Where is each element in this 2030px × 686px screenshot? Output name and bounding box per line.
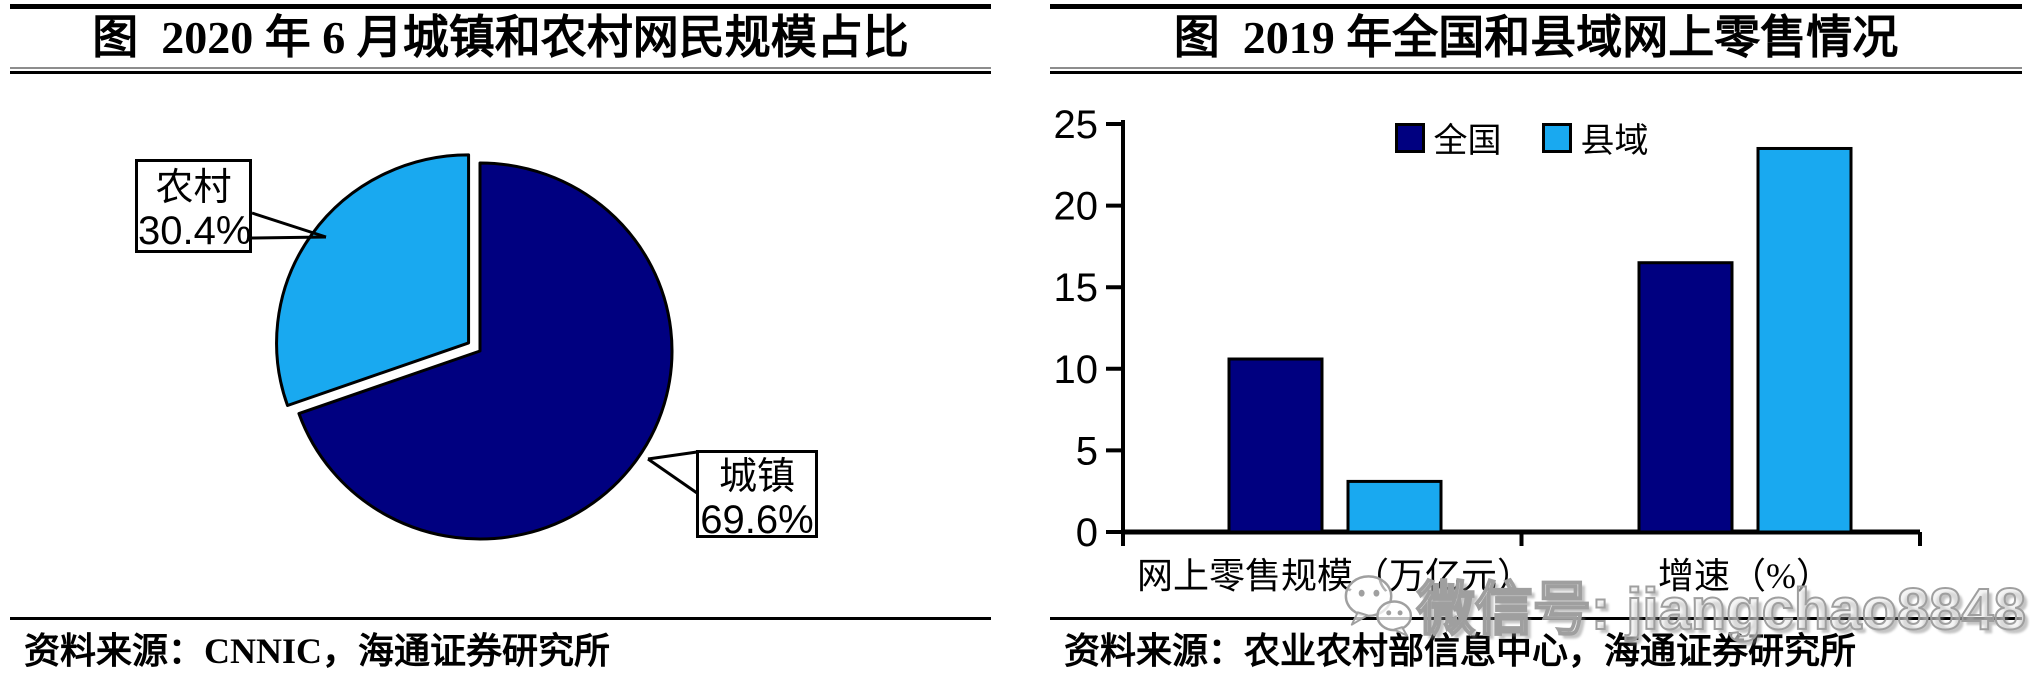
legend-swatch: [1541, 122, 1572, 153]
legend-label: 县域: [1580, 123, 1649, 160]
source-text-right: 资料来源：农业农村部信息中心，海通证券研究所: [1064, 631, 1857, 671]
title-bottom-rule: [1050, 67, 2022, 75]
rule-thin-line: [1050, 67, 2022, 69]
panel-pie-chart: 图 2020 年 6 月城镇和农村网民规模占比 农村 30.4% 城镇 69.6…: [10, 0, 991, 686]
callout-leader-line: [251, 211, 327, 239]
legend-item-县域: 县域: [1541, 113, 1649, 162]
legend-swatch: [1394, 122, 1425, 153]
title-bottom-rule: [10, 67, 991, 75]
bar-chart-title: 图 2019 年全国和县域网上零售情况: [1173, 12, 1899, 63]
bar-全国-1: [1227, 357, 1324, 534]
callout-urban-value: 69.6%: [700, 498, 814, 542]
callout-urban: 城镇 69.6%: [696, 450, 818, 542]
rule-gap: [1050, 69, 2022, 71]
rule-gap: [10, 69, 991, 71]
pie-chart-title: 图 2020 年 6 月城镇和农村网民规模占比: [92, 12, 909, 63]
pie-chart: [251, 153, 698, 541]
y-tick-label: 10: [1054, 348, 1099, 392]
rule-thin-line: [10, 67, 991, 69]
callout-leader-line: [647, 450, 698, 461]
rule-thick-line: [10, 71, 991, 74]
legend-label: 全国: [1433, 123, 1502, 160]
bar-legend: 全国 县域: [1123, 113, 1920, 162]
title-top-rule: [1050, 4, 2022, 9]
pie-slice-农村: [275, 153, 471, 407]
bar-chart: 0 5 10 15 20 25 网上零售规模（万亿元） 增速（%）: [1054, 103, 1922, 596]
source-rule: [1050, 617, 2022, 620]
source-text-left: 资料来源：CNNIC，海通证券研究所: [24, 631, 611, 671]
category-label: 网上零售规模（万亿元）: [1137, 556, 1533, 596]
panel-bar-chart: 图 2019 年全国和县域网上零售情况 全国 县域 0 5 10 15 20 25 网上零售规…: [1050, 0, 2022, 686]
y-tick-label: 25: [1054, 103, 1099, 147]
y-tick-label: 5: [1076, 429, 1098, 473]
y-tick-label: 15: [1054, 266, 1099, 310]
pie-slice-城镇: [297, 161, 674, 541]
bar-全国-2: [1637, 261, 1734, 534]
title-top-rule: [10, 4, 991, 9]
category-label: 增速（%）: [1658, 556, 1832, 596]
y-tick-label: 20: [1054, 185, 1099, 229]
callout-leader-line: [647, 457, 698, 495]
source-rule: [10, 617, 991, 620]
callout-rural-label: 农村: [155, 167, 232, 209]
bar-县域-1: [1346, 479, 1443, 534]
callout-leader-line: [251, 235, 327, 240]
y-tick-label: 0: [1076, 511, 1098, 555]
callout-rural: 农村 30.4%: [135, 159, 252, 253]
callout-rural-value: 30.4%: [138, 209, 252, 253]
callout-urban-label: 城镇: [718, 456, 795, 498]
bar-县域-2: [1756, 146, 1853, 534]
legend-item-全国: 全国: [1394, 113, 1502, 162]
rule-thick-line: [1050, 71, 2022, 74]
